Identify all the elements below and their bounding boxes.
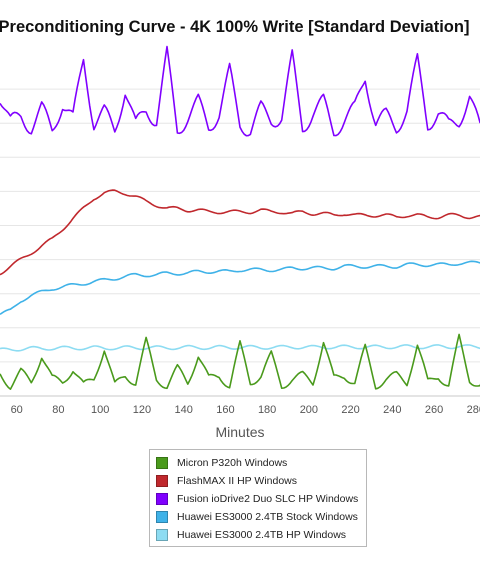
chart-plot: 60 80 100 120 140 160 180 200 220 240 260 280 [0, 45, 480, 416]
series-line-3 [0, 45, 480, 137]
series-line-4 [0, 260, 480, 315]
x-tick-label: 240 [383, 404, 401, 416]
legend: Micron P320h Windows FlashMAX II HP Windo… [149, 449, 367, 547]
chart-title: Preconditioning Curve - 4K 100% Write [S… [0, 18, 470, 36]
series-line-1 [0, 333, 480, 391]
x-tick-label: 160 [216, 404, 234, 416]
gridlines [0, 88, 480, 363]
series-line-2 [0, 189, 480, 276]
legend-label: Huawei ES3000 2.4TB Stock Windows [177, 511, 358, 523]
series-line-5 [0, 344, 480, 352]
legend-swatch [156, 511, 168, 523]
x-tick-label: 260 [425, 404, 443, 416]
x-axis-label: Minutes [215, 424, 265, 440]
legend-item: Huawei ES3000 2.4TB Stock Windows [156, 508, 366, 526]
x-tick-label: 140 [174, 404, 192, 416]
x-tick-label: 120 [133, 404, 151, 416]
x-tick-label: 220 [341, 404, 359, 416]
x-tick-label: 60 [11, 404, 23, 416]
series-lines [0, 45, 480, 391]
legend-item: FlashMAX II HP Windows [156, 472, 366, 490]
legend-label: FlashMAX II HP Windows [177, 475, 298, 487]
legend-label: Micron P320h Windows [177, 457, 288, 469]
legend-label: Fusion ioDrive2 Duo SLC HP Windows [177, 493, 359, 505]
legend-item: Micron P320h Windows [156, 454, 366, 472]
x-tick-label: 280 [467, 404, 480, 416]
legend-label: Huawei ES3000 2.4TB HP Windows [177, 529, 347, 541]
x-tick-labels: 60 80 100 120 140 160 180 200 220 240 260 280 [11, 404, 480, 416]
x-tick-label: 100 [91, 404, 109, 416]
x-tick-label: 200 [300, 404, 318, 416]
x-tick-label: 80 [52, 404, 64, 416]
legend-item: Fusion ioDrive2 Duo SLC HP Windows [156, 490, 366, 508]
legend-swatch [156, 475, 168, 487]
legend-swatch [156, 529, 168, 541]
legend-item: Huawei ES3000 2.4TB HP Windows [156, 526, 366, 544]
x-tick-label: 180 [258, 404, 276, 416]
legend-swatch [156, 493, 168, 505]
legend-swatch [156, 457, 168, 469]
